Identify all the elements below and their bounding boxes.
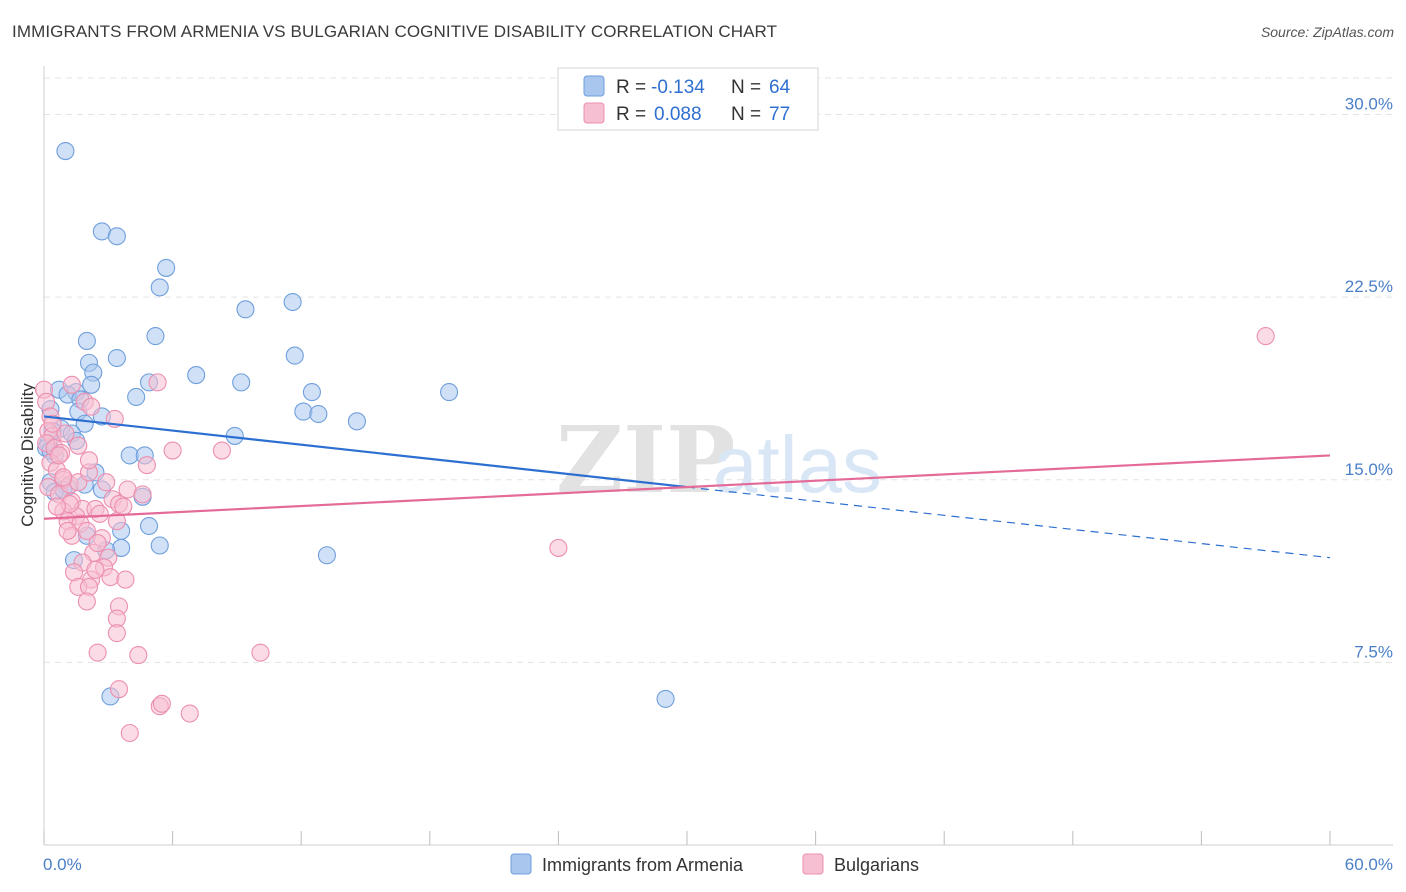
legend-r-value-2: 0.088 — [654, 104, 702, 125]
armenia-point-55 — [317, 546, 336, 565]
legend-swatch-blue — [583, 75, 605, 97]
x-tick-labels: 0.0% 60.0% — [43, 855, 1393, 874]
armenia-point-0 — [56, 141, 75, 161]
armenia-point-6 — [236, 300, 255, 319]
legend-n-label-1: N = — [731, 77, 761, 98]
armenia-point-26 — [294, 402, 313, 421]
armenia-point-22 — [440, 383, 459, 402]
bulgarian-point-52 — [148, 373, 167, 392]
bulgarian-point-60 — [133, 485, 152, 504]
watermark-zip: ZIP — [556, 406, 735, 514]
bulgarian-point-41 — [129, 646, 148, 665]
bulgarian-point-42 — [251, 643, 270, 662]
armenia-point-4 — [150, 278, 169, 297]
legend-n-value-2: 77 — [769, 104, 790, 125]
armenia-point-38 — [120, 446, 139, 465]
bulgarian-point-63 — [90, 504, 109, 523]
legend-n-value-1: 64 — [769, 77, 791, 98]
x-tick-max: 60.0% — [1345, 855, 1393, 874]
chart-title: IMMIGRANTS FROM ARMENIA VS BULGARIAN COG… — [12, 22, 778, 41]
y-tick-label-1: 15.0% — [1345, 460, 1393, 479]
y-tick-label-3: 30.0% — [1345, 95, 1393, 114]
armenia-point-21 — [302, 383, 321, 402]
bulgarian-point-45 — [152, 694, 171, 713]
armenia-point-3 — [157, 258, 176, 277]
bulgarian-point-35 — [116, 570, 135, 589]
watermark-atlas: atlas — [713, 420, 882, 509]
armenia-point-10 — [285, 346, 304, 365]
armenia-point-27 — [309, 404, 328, 424]
armenia-point-18 — [82, 375, 101, 394]
armenia-point-59 — [656, 689, 675, 708]
armenia-point-8 — [77, 331, 96, 351]
bulgarian-point-67 — [43, 414, 62, 433]
legend-r-label-2: R = — [616, 104, 646, 125]
bulgarian-point-50 — [82, 397, 101, 416]
bulgarian-point-40 — [88, 643, 107, 662]
watermark: ZIP atlas — [556, 406, 882, 514]
bulgarian-point-76 — [58, 521, 77, 540]
armenia-point-23 — [127, 387, 146, 407]
bulgarian-point-72 — [97, 473, 116, 492]
y-tick-labels: 7.5% 15.0% 22.5% 30.0% — [1345, 95, 1393, 662]
trend-lines — [43, 415, 1331, 559]
bulgarian-point-31 — [101, 568, 120, 587]
bulgarian-point-55 — [79, 451, 99, 470]
source-credit: Source: ZipAtlas.com — [1260, 24, 1394, 40]
y-tick-label-2: 22.5% — [1345, 277, 1393, 296]
bulgarian-point-69 — [88, 534, 107, 553]
armenia-point-50 — [139, 516, 159, 536]
armenia-point-7 — [146, 327, 165, 346]
bulgarian-trend-line — [43, 454, 1331, 520]
series-legend-swatch-armenia — [510, 853, 532, 875]
bulgarian-point-70 — [54, 468, 73, 487]
bulgarian-point-53 — [56, 424, 75, 443]
armenia-trend-extrapolation — [686, 486, 1331, 559]
bulgarian-point-48 — [62, 375, 81, 394]
armenia-point-53 — [150, 536, 169, 555]
x-tick-min: 0.0% — [43, 855, 82, 874]
armenia-point-9 — [107, 348, 126, 368]
bulgarian-point-24 — [77, 521, 96, 540]
armenia-point-2 — [107, 227, 126, 246]
legend-n-label-2: N = — [731, 104, 761, 125]
bulgarian-point-54 — [49, 446, 69, 465]
series-legend-label-armenia: Immigrants from Armenia — [542, 855, 744, 875]
legend-r-value-1: -0.134 — [651, 77, 705, 98]
bulgarian-point-58 — [212, 441, 231, 460]
y-axis-label: Cognitive Disability — [18, 383, 37, 527]
series-legend-swatch-bulgarians — [802, 853, 824, 875]
gridlines — [44, 77, 1393, 663]
bulgarian-point-75 — [86, 560, 105, 579]
armenia-point-15 — [232, 373, 251, 392]
legend-r-label-1: R = — [616, 77, 646, 98]
bulgarian-point-43 — [109, 680, 129, 699]
legend-swatch-pink — [583, 102, 605, 124]
bulgarian-point-39 — [107, 624, 126, 643]
bulgarian-point-46 — [180, 704, 199, 723]
bulgarian-point-66 — [1256, 327, 1275, 346]
armenia-point-5 — [283, 292, 302, 312]
armenia-point-1 — [92, 222, 111, 241]
data-points — [34, 141, 1275, 743]
bulgarian-point-36 — [77, 592, 96, 611]
armenia-point-28 — [347, 412, 366, 431]
series-legend: Immigrants from Armenia Bulgarians — [510, 853, 919, 875]
bulgarian-point-47 — [120, 723, 139, 743]
series-legend-label-bulgarians: Bulgarians — [834, 855, 919, 875]
bulgarian-point-56 — [137, 456, 156, 475]
bulgarian-point-65 — [549, 538, 568, 557]
bulgarian-point-74 — [114, 497, 133, 516]
bulgarian-point-71 — [69, 436, 88, 455]
armenia-point-13 — [187, 366, 206, 385]
bulgarian-point-57 — [163, 441, 182, 460]
y-tick-label-0: 7.5% — [1354, 642, 1393, 661]
bulgarian-point-73 — [47, 497, 66, 516]
armenia-trend-line — [43, 415, 688, 489]
correlation-legend: R = -0.134 N = 64 R = 0.088 N = 77 — [557, 67, 819, 131]
